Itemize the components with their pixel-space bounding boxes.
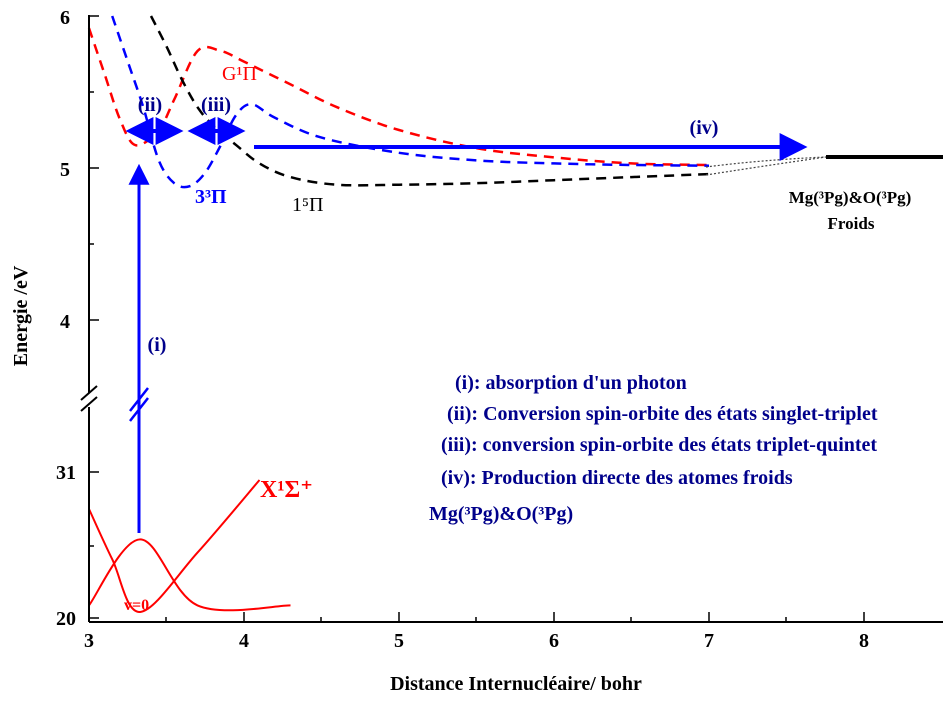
x-tick-label: 5 [394, 630, 404, 652]
x-tick-label: 7 [704, 630, 714, 652]
series-line-2 [149, 15, 710, 187]
legend-note: (ii): Conversion spin-orbite des états s… [447, 403, 878, 425]
x-ticks [88, 612, 865, 622]
asymptote-connector-dotted [705, 156, 827, 176]
series-label-3-3pi: 3³Π [195, 186, 227, 208]
x-tick-label: 8 [859, 630, 869, 652]
x-tick-label: 3 [84, 630, 94, 652]
curves-layer [87, 15, 710, 189]
arrow-label-iii: (iii) [201, 94, 231, 116]
x-tick-label: 4 [239, 630, 249, 652]
y-tick-label: 31 [56, 462, 76, 484]
y-tick-label: 6 [60, 7, 70, 29]
axes [80, 15, 943, 623]
x-tick-label: 6 [549, 630, 559, 652]
x-axis-label: Distance Internucléaire/ bohr [390, 673, 642, 695]
arrow-i-break-2 [129, 387, 149, 412]
y-tick-label: 20 [56, 608, 76, 630]
series-line-4 [88, 538, 291, 612]
lower-curves-layer [88, 479, 291, 614]
legend-note: (iv): Production directe des atomes froi… [441, 467, 793, 489]
series-label-x1sigma: X¹Σ⁺ [260, 477, 313, 503]
arrow-label-iv: (iv) [690, 117, 719, 139]
arrow-i-break-1 [129, 397, 149, 422]
axis-break-mark-2 [80, 396, 98, 412]
series-label-g1pi: G¹Π [222, 63, 257, 85]
series-line-1 [111, 15, 710, 189]
asymptote [705, 155, 943, 176]
asymptote-label: Mg(³Pg)&O(³Pg) [789, 188, 912, 207]
y-tick-label: 5 [60, 159, 70, 181]
series-label-v0: v=0 [124, 597, 149, 614]
y-tick-label: 4 [60, 311, 70, 333]
legend-notes: (i): absorption d'un photon (ii): Conver… [429, 372, 878, 525]
series-line-0 [87, 27, 710, 167]
process-arrows [125, 117, 808, 533]
series-label-1-5pi: 1⁵Π [292, 194, 323, 216]
y-ticks [89, 15, 99, 619]
legend-note: (i): absorption d'un photon [455, 372, 687, 394]
x-tick-labels: 3 4 5 6 7 8 [84, 630, 869, 652]
axis-break-mark-1 [80, 385, 98, 401]
legend-note: Mg(³Pg)&O(³Pg) [429, 503, 573, 525]
y-axis-label: Energie /eV [10, 265, 32, 366]
series-line-3 [88, 479, 261, 614]
asymptote-sublabel: Froids [828, 214, 875, 233]
y-tick-labels: 6 5 4 31 20 [56, 7, 76, 630]
arrow-label-ii: (ii) [138, 94, 162, 116]
arrow-label-i: (i) [148, 334, 167, 356]
legend-note: (iii): conversion spin-orbite des états … [441, 434, 877, 456]
